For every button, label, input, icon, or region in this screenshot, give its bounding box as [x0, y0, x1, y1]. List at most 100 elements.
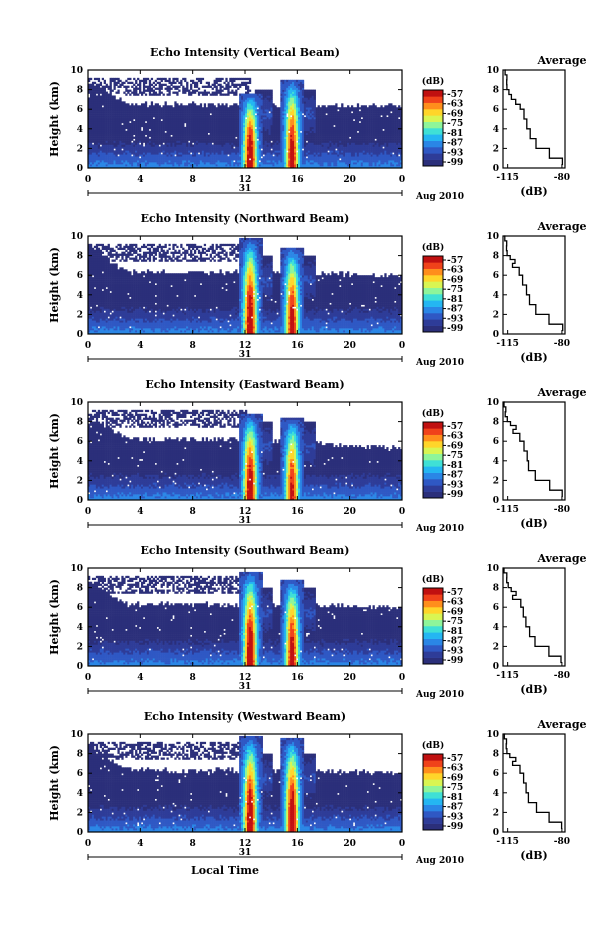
heatmap-cell [235, 117, 237, 119]
heatmap-cell [161, 139, 163, 141]
heatmap-cell [265, 107, 267, 109]
heatmap-cell [259, 90, 261, 92]
heatmap-cell [335, 105, 337, 107]
heatmap-cell [204, 92, 206, 94]
heatmap-cell [161, 146, 163, 148]
heatmap-cell [108, 160, 110, 162]
heatmap-cell [172, 139, 174, 141]
heatmap-cell [306, 133, 308, 135]
heatmap-cell [296, 125, 298, 127]
heatmap-cell [325, 133, 327, 135]
heatmap-cell [267, 139, 269, 141]
heatmap-cell [212, 156, 214, 158]
heatmap-cell [331, 119, 333, 121]
heatmap-cell [292, 115, 294, 117]
heatmap-cell [231, 160, 233, 162]
heatmap-cell [259, 156, 261, 158]
heatmap-cell [161, 111, 163, 113]
heatmap-cell [167, 109, 169, 111]
heatmap-cell [241, 139, 243, 141]
heatmap-cell [221, 86, 223, 88]
heatmap-cell [225, 113, 227, 115]
heatmap-cell [225, 131, 227, 133]
heatmap-cell [139, 141, 141, 143]
heatmap-cell [143, 111, 145, 113]
heatmap-cell [123, 162, 125, 164]
heatmap-cell [322, 121, 324, 123]
heatmap-cell [176, 103, 178, 105]
heatmap-cell [229, 152, 231, 154]
heatmap-cell [182, 115, 184, 117]
heatmap-cell [110, 97, 112, 99]
heatmap-cell [331, 115, 333, 117]
heatmap-cell [192, 105, 194, 107]
heatmap-cell [294, 154, 296, 156]
heatmap-cell [298, 164, 300, 166]
heatmap-cell [253, 109, 255, 111]
heatmap-cell [135, 86, 137, 88]
heatmap-cell [292, 80, 294, 82]
heatmap-cell [210, 123, 212, 125]
heatmap-cell [322, 139, 324, 141]
heatmap-cell [104, 129, 106, 131]
heatmap-cell [290, 88, 292, 90]
heatmap-cell [290, 141, 292, 143]
heatmap-cell [204, 158, 206, 160]
heatmap-cell [151, 137, 153, 139]
heatmap-cell [96, 158, 98, 160]
heatmap-cell [216, 88, 218, 90]
heatmap-cell [98, 92, 100, 94]
heatmap-cell [172, 143, 174, 145]
heatmap-cell [202, 154, 204, 156]
heatmap-cell [227, 156, 229, 158]
heatmap-cell [133, 143, 135, 145]
heatmap-cell [92, 162, 94, 164]
heatmap-cell [90, 158, 92, 160]
heatmap-cell [292, 88, 294, 90]
heatmap-cell [282, 86, 284, 88]
heatmap-cell [94, 103, 96, 105]
heatmap-cell [235, 94, 237, 96]
heatmap-cell [304, 146, 306, 148]
heatmap-cell [292, 86, 294, 88]
heatmap-cell [314, 125, 316, 127]
heatmap-cell [157, 103, 159, 105]
heatmap-cell [343, 119, 345, 121]
heatmap-cell [231, 82, 233, 84]
heatmap-cell [304, 135, 306, 137]
heatmap-cell [259, 148, 261, 150]
heatmap-cell [172, 86, 174, 88]
heatmap-cell [161, 164, 163, 166]
heatmap-cell [218, 148, 220, 150]
heatmap-cell [92, 84, 94, 86]
heatmap-cell [280, 146, 282, 148]
heatmap-cell [214, 111, 216, 113]
heatmap-cell [300, 156, 302, 158]
heatmap-cell [186, 115, 188, 117]
heatmap-cell [176, 156, 178, 158]
heatmap-cell [182, 146, 184, 148]
heatmap-cell [259, 154, 261, 156]
heatmap-cell [135, 111, 137, 113]
heatmap-cell [253, 152, 255, 154]
heatmap-cell [133, 154, 135, 156]
heatmap-cell [300, 123, 302, 125]
heatmap-cell [96, 127, 98, 129]
heatmap-cell [119, 86, 121, 88]
heatmap-cell [302, 109, 304, 111]
heatmap-cell [314, 127, 316, 129]
heatmap-cell [284, 162, 286, 164]
heatmap-cell [245, 105, 247, 107]
heatmap-cell [327, 123, 329, 125]
heatmap-cell [149, 82, 151, 84]
heatmap-cell [208, 123, 210, 125]
heatmap-cell [249, 129, 251, 131]
heatmap-cell [117, 131, 119, 133]
heatmap-cell [286, 99, 288, 101]
heatmap-cell [170, 133, 172, 135]
heatmap-cell [241, 129, 243, 131]
heatmap-cell [196, 137, 198, 139]
heatmap-cell [110, 92, 112, 94]
heatmap-cell [322, 109, 324, 111]
heatmap-cell [155, 137, 157, 139]
